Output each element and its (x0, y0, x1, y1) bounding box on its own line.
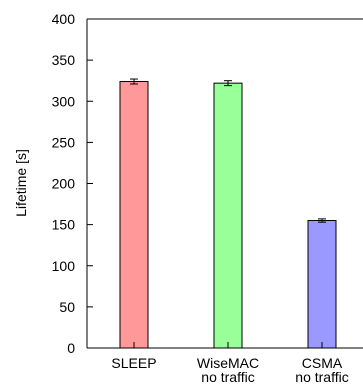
x-tick-label: SLEEP (111, 355, 156, 371)
bar-2 (213, 82, 243, 349)
bars (119, 78, 337, 349)
y-tick-label: 200 (52, 176, 76, 192)
x-tick-label: no traffic (295, 369, 348, 385)
y-tick-label: 50 (59, 299, 75, 315)
y-tick-label: 250 (52, 134, 76, 150)
y-tick-label: 150 (52, 217, 76, 233)
y-tick-label: 100 (52, 258, 76, 274)
y-ticks: 0 50 100 150 200 250 300 350 400 (52, 11, 93, 356)
y-tick-label: 300 (52, 93, 76, 109)
y-tick-label: 350 (52, 52, 76, 68)
x-tick-label: CSMA (302, 355, 343, 371)
y-tick-label: 400 (52, 11, 76, 27)
bar-3 (307, 220, 337, 349)
y-axis-title: Lifetime [s] (13, 149, 29, 217)
bar-1 (119, 81, 149, 349)
x-tick-label: WiseMAC (197, 355, 259, 371)
y-tick-label: 0 (67, 340, 75, 356)
x-tick-label: no traffic (201, 369, 254, 385)
